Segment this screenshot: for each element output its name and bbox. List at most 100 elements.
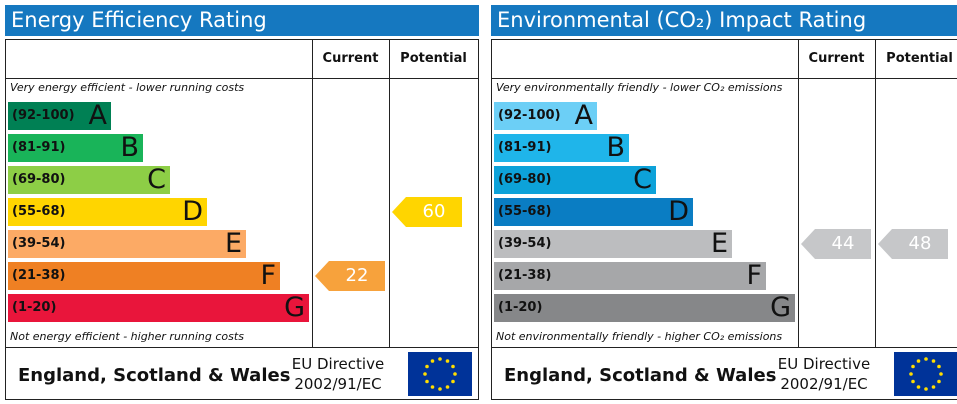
potential-rating-arrow-shape	[878, 229, 948, 259]
eu-star	[445, 385, 450, 389]
current-rating-arrow-value: 44	[831, 233, 855, 254]
band-e: (39-54) E	[494, 228, 732, 259]
potential-rating-arrow: 48	[878, 229, 948, 259]
caption-bottom: Not energy efficient - higher running co…	[10, 330, 244, 343]
band-d: (55-68) D	[494, 196, 693, 227]
band-letter: G	[284, 292, 305, 323]
eu-directive-line1: EU Directive	[291, 355, 385, 373]
band-range-label: (81-91)	[12, 140, 66, 155]
eu-star	[916, 385, 921, 389]
band-range-label: (69-80)	[12, 172, 66, 187]
eu-star	[937, 364, 941, 369]
potential-column-header: Potential	[886, 51, 953, 66]
band-letter: E	[710, 228, 728, 259]
band-letter: B	[120, 132, 139, 163]
band-range-label: (55-68)	[498, 204, 552, 219]
rating-table: Current Potential Very environmentally fri…	[491, 39, 957, 400]
band-letter: A	[574, 100, 593, 131]
band-range-label: (21-38)	[12, 268, 66, 283]
band-letter: F	[746, 260, 762, 291]
eu-star	[423, 372, 427, 376]
eu-directive-line2: 2002/91/EC	[780, 375, 868, 393]
rating-table: Current Potential Very energy efficient - …	[5, 39, 479, 400]
band-range-label: (69-80)	[498, 172, 552, 187]
potential-column-divider	[389, 40, 390, 347]
caption-bottom: Not environmentally friendly - higher CO…	[496, 330, 783, 343]
current-column-divider	[312, 40, 313, 347]
current-rating-arrow-polygon	[801, 229, 871, 259]
eu-stars-icon	[423, 357, 457, 391]
band-g: (1-20) G	[494, 292, 795, 323]
eu-star	[451, 379, 455, 384]
band-a: (92-100) A	[494, 100, 597, 131]
eu-star	[931, 359, 936, 363]
current-column-header: Current	[322, 51, 379, 66]
band-a: (92-100) A	[8, 100, 111, 131]
eu-star	[924, 357, 928, 361]
band-range-label: (39-54)	[12, 236, 66, 251]
band-c: (69-80) C	[8, 164, 170, 195]
potential-rating-arrow-polygon	[392, 197, 462, 227]
eu-star	[445, 359, 450, 363]
band-range-label: (1-20)	[12, 300, 57, 315]
header-divider	[6, 78, 478, 79]
band-range-label: (1-20)	[498, 300, 543, 315]
current-rating-arrow-value: 22	[345, 265, 369, 286]
band-letter: A	[88, 100, 107, 131]
band-c: (69-80) C	[494, 164, 656, 195]
eu-star	[451, 364, 455, 369]
eu-stars-icon	[909, 357, 943, 391]
footer-divider	[6, 347, 478, 348]
current-rating-arrow: 44	[801, 229, 871, 259]
band-letter: F	[260, 260, 276, 291]
band-letter: C	[633, 164, 652, 195]
current-rating-arrow: 22	[315, 261, 385, 291]
header-divider	[492, 78, 957, 79]
band-range-label: (39-54)	[498, 236, 552, 251]
eu-star	[430, 359, 435, 363]
band-range-label: (92-100)	[12, 108, 75, 123]
eu-star	[430, 385, 435, 389]
band-e: (39-54) E	[8, 228, 246, 259]
band-letter: E	[224, 228, 242, 259]
band-g: (1-20) G	[8, 292, 309, 323]
band-letter: D	[182, 196, 203, 227]
energy-efficiency-panel: Energy Efficiency Rating Current Potential…	[5, 5, 479, 400]
footer-divider	[492, 347, 957, 348]
eu-directive-line1: EU Directive	[777, 355, 871, 373]
eu-star	[937, 379, 941, 384]
eu-flag-icon	[894, 352, 957, 396]
band-range-label: (55-68)	[12, 204, 66, 219]
current-rating-arrow-polygon	[315, 261, 385, 291]
potential-rating-arrow-polygon	[878, 229, 948, 259]
eu-star	[916, 359, 921, 363]
band-letter: G	[770, 292, 791, 323]
panel-title: Energy Efficiency Rating	[5, 5, 479, 36]
eu-star	[911, 364, 915, 369]
current-rating-arrow-shape	[801, 229, 871, 259]
eu-star	[931, 385, 936, 389]
caption-top: Very environmentally friendly - lower CO…	[496, 81, 783, 94]
eu-star	[453, 372, 457, 376]
eu-directive-line2: 2002/91/EC	[294, 375, 382, 393]
eu-star	[438, 387, 442, 391]
potential-rating-arrow: 60	[392, 197, 462, 227]
band-d: (55-68) D	[8, 196, 207, 227]
footer-country: England, Scotland & Wales	[18, 365, 291, 386]
eu-star	[909, 372, 913, 376]
current-rating-arrow-shape	[315, 261, 385, 291]
current-column-header: Current	[808, 51, 865, 66]
eu-star	[911, 379, 915, 384]
band-b: (81-91) B	[8, 132, 143, 163]
eu-star	[438, 357, 442, 361]
eu-star	[924, 387, 928, 391]
eu-star	[425, 379, 429, 384]
eu-flag-icon	[408, 352, 472, 396]
potential-rating-arrow-shape	[392, 197, 462, 227]
band-f: (21-38) F	[8, 260, 280, 291]
footer-country: England, Scotland & Wales	[504, 365, 777, 386]
environmental-impact-panel: Environmental (CO₂) Impact Rating Current…	[491, 5, 957, 400]
band-b: (81-91) B	[494, 132, 629, 163]
band-range-label: (21-38)	[498, 268, 552, 283]
band-range-label: (81-91)	[498, 140, 552, 155]
